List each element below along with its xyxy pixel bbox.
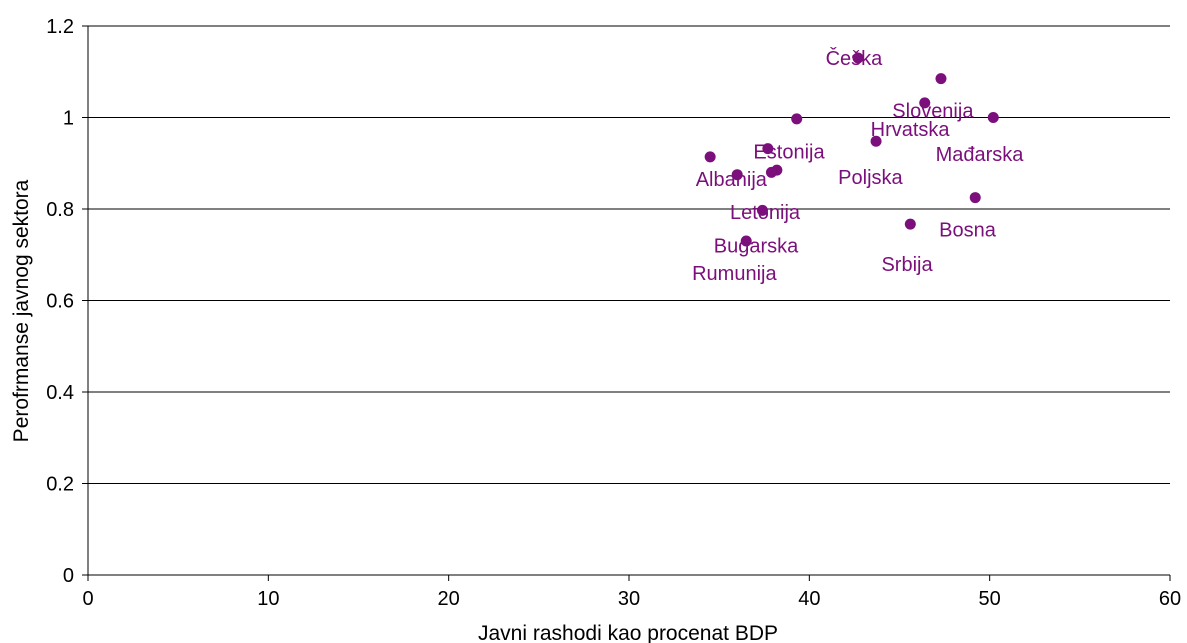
point-label: Češka: [826, 47, 884, 70]
x-tick-label: 10: [257, 588, 279, 610]
point-label: Hrvatska: [871, 119, 951, 141]
gridlines: [88, 25, 1170, 484]
y-tick-labels: 0 0.2 0.4 0.6 0.8 1 1.2: [46, 16, 74, 587]
point-label: Slovenija: [892, 101, 974, 123]
data-point: [935, 73, 947, 85]
y-tick-label: 0.2: [46, 474, 74, 496]
point-label: Bosna: [939, 219, 997, 241]
data-point: [762, 143, 774, 155]
data-points: [704, 52, 999, 247]
point-label: Srbija: [881, 254, 933, 276]
x-tick-label: 30: [618, 588, 640, 610]
point-label: Albanija: [696, 169, 768, 191]
y-tick-label: 0.4: [46, 382, 74, 404]
y-axis-label: Perofrmanse javnog sektora: [10, 179, 33, 442]
point-label: Letonija: [730, 202, 801, 224]
point-label: Mađarska: [936, 144, 1025, 166]
data-point: [765, 166, 777, 178]
x-axis-label: Javni rashodi kao procenat BDP: [478, 622, 778, 643]
data-point: [870, 135, 882, 147]
point-label: Poljska: [838, 167, 903, 189]
x-tick-label: 20: [438, 588, 460, 610]
data-point: [969, 192, 981, 204]
data-point: [919, 97, 931, 109]
y-tick-label: 1.2: [46, 16, 74, 38]
point-label: Rumunija: [692, 263, 777, 285]
data-point: [987, 112, 999, 123]
data-point: [852, 52, 864, 64]
axes: [82, 25, 1171, 581]
y-tick-label: 0: [63, 565, 74, 587]
y-tick-label: 1: [63, 108, 74, 130]
x-tick-label: 50: [979, 588, 1001, 610]
data-point: [791, 113, 803, 125]
data-point: [731, 169, 743, 181]
y-tick-label: 0.6: [46, 291, 74, 313]
y-tick-label: 0.8: [46, 199, 74, 221]
data-point: [704, 151, 716, 163]
data-point: [756, 204, 768, 216]
point-label: Bugarska: [714, 235, 799, 257]
x-tick-label: 60: [1159, 588, 1181, 610]
data-point: [740, 235, 752, 247]
data-point: [904, 218, 916, 230]
point-label: Estonija: [753, 142, 825, 164]
x-tick-label: 0: [82, 588, 93, 610]
x-tick-labels: 0 10 20 30 40 50 60: [82, 588, 1181, 610]
x-tick-label: 40: [798, 588, 820, 610]
